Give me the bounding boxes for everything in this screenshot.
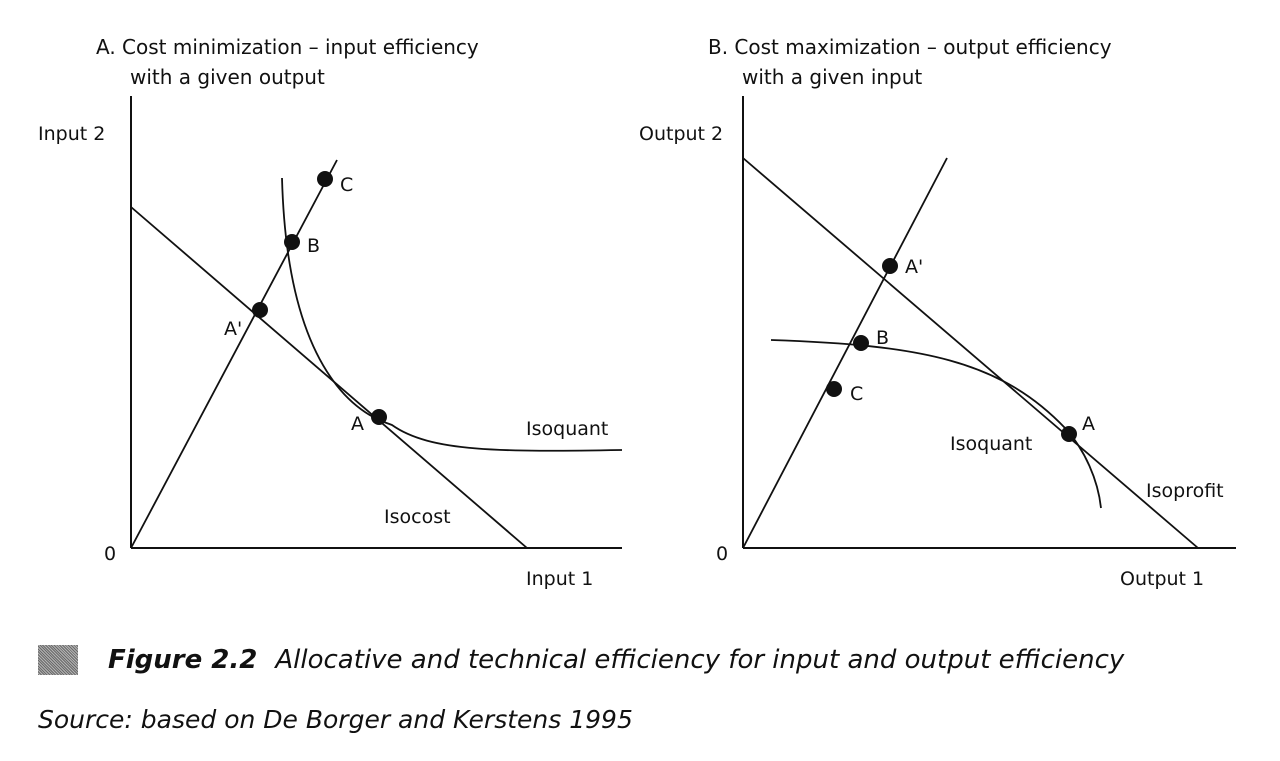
panel-b-diagram: Output 2 Output 1 0 A' B C A Isoquant Is… [639,96,1236,590]
panel-b-isoquant-label: Isoquant [950,433,1032,455]
panel-b-ray [742,157,948,549]
panel-a-label-c: C [340,174,353,196]
figure-number: Figure 2.2 [108,645,258,675]
panel-a-label-a: A [351,413,364,435]
panel-b-y-axis-label: Output 2 [639,123,723,145]
panel-b-label-c: C [850,383,863,405]
panel-a-label-b: B [307,235,320,257]
panel-a-origin-label: 0 [104,543,116,565]
panel-b-point-a-prime [882,258,898,274]
panel-a-isoquant-curve [281,177,623,452]
caption-title-line: Figure 2.2 Allocative and technical effic… [108,642,1124,678]
panel-a-x-axis-label: Input 1 [526,568,593,590]
figure-title: Allocative and technical efficiency for … [275,645,1125,675]
panel-a-title-line2: with a given output [130,65,325,89]
panel-b-point-a [1061,426,1077,442]
panel-b-label-b: B [876,327,889,349]
panel-b-x-axis-label: Output 1 [1120,568,1204,590]
panel-b-label-a: A [1082,413,1095,435]
panel-a-label-a-prime: A' [224,318,242,340]
shaded-square-icon [38,645,78,675]
figure-source: Source: based on De Borger and Kerstens … [38,705,633,734]
panel-a-isocost-line [130,206,528,549]
panel-a-isocost-label: Isocost [384,506,451,528]
panel-b-point-c [826,381,842,397]
diagram-canvas: Input 2 Input 1 0 C B A' A Isoquant Isoc… [38,96,1236,590]
panel-b-title: B. Cost maximization – output efficiency… [708,32,1112,92]
panel-b-isoprofit-line [742,157,1199,549]
panel-b-title-line1: B. Cost maximization – output efficiency [708,35,1112,59]
panel-b-isoquant-curve [770,339,1102,509]
panel-b-isoprofit-label: Isoprofit [1146,480,1224,502]
panel-a-point-a-prime [252,302,268,318]
panel-b-origin-label: 0 [716,543,728,565]
panel-a-point-b [284,234,300,250]
panel-a-title: A. Cost minimization – input efficiency … [96,32,479,92]
panel-a-y-axis-label: Input 2 [38,123,105,145]
panel-a-diagram: Input 2 Input 1 0 C B A' A Isoquant Isoc… [38,96,623,590]
panel-b-label-a-prime: A' [905,256,923,278]
panel-a-ray [130,159,338,549]
panel-a-point-c [317,171,333,187]
panel-a-title-line1: A. Cost minimization – input efficiency [96,35,479,59]
panel-b-point-b [853,335,869,351]
panel-b-title-line2: with a given input [742,65,923,89]
panel-a-point-a [371,409,387,425]
panel-a-isoquant-label: Isoquant [526,418,608,440]
